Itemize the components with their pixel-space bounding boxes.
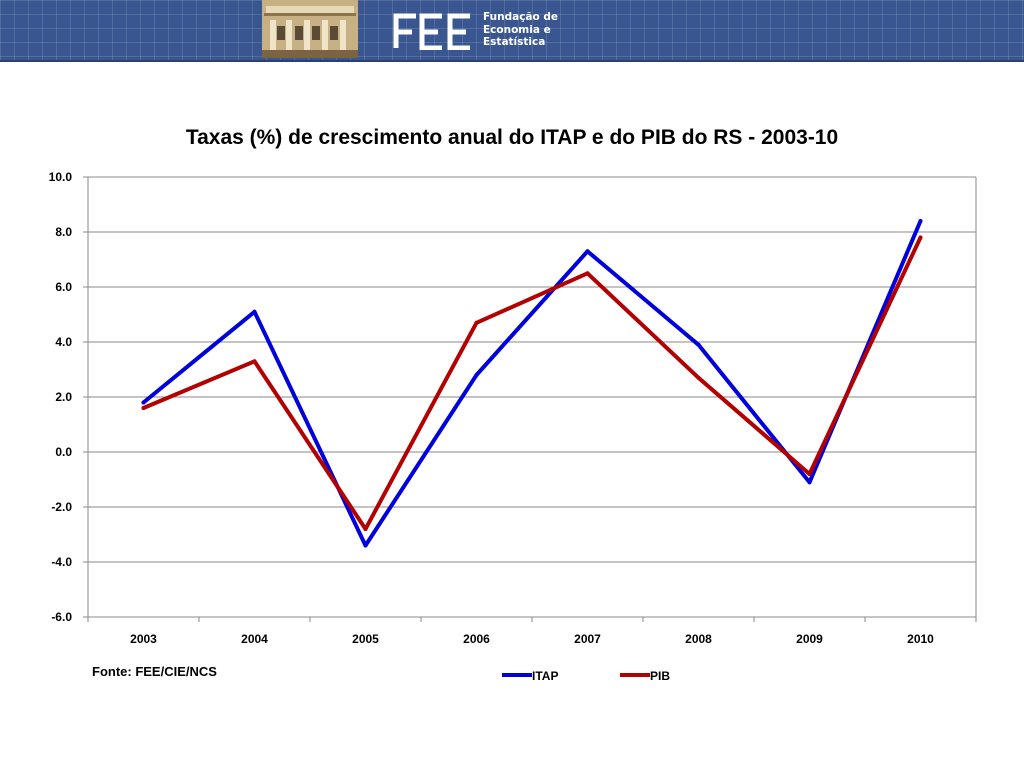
data-point-pib xyxy=(141,406,146,410)
series-line-pib xyxy=(141,235,923,531)
y-tick-label: 8.0 xyxy=(55,225,72,239)
y-tick-label: 0.0 xyxy=(55,445,72,459)
data-point-itap xyxy=(252,309,257,314)
y-tick-label: -2.0 xyxy=(51,500,72,514)
legend-label-pib: PIB xyxy=(650,669,670,683)
x-tick-label: 2006 xyxy=(463,632,490,646)
chart-title: Taxas (%) de crescimento anual do ITAP e… xyxy=(185,126,839,149)
data-point-itap xyxy=(918,219,923,223)
data-point-itap xyxy=(696,342,701,347)
legend-label-itap: ITAP xyxy=(532,669,558,683)
building-icon xyxy=(262,0,358,58)
data-point-pib xyxy=(918,235,923,240)
org-name-line3: Estatística xyxy=(483,36,546,48)
fee-logo: Fundação de Economia e Estatística xyxy=(392,10,578,52)
building-photo xyxy=(262,0,358,58)
data-point-itap xyxy=(141,400,146,405)
fee-logo-mark-icon xyxy=(393,13,470,50)
data-point-itap xyxy=(363,543,368,548)
data-point-itap xyxy=(474,373,479,377)
x-tick-label: 2005 xyxy=(352,632,379,646)
org-name-line2: Economia e xyxy=(483,23,551,36)
x-tick-label: 2010 xyxy=(907,632,934,646)
org-name-line1: Fundação de xyxy=(483,11,559,23)
x-tick-label: 2007 xyxy=(574,632,601,646)
data-point-itap xyxy=(585,249,590,254)
y-tick-label: 10.0 xyxy=(49,170,73,184)
data-point-pib xyxy=(363,527,368,531)
x-tick-label: 2004 xyxy=(241,632,268,646)
data-point-pib xyxy=(585,271,590,276)
y-tick-label: -4.0 xyxy=(51,555,72,569)
y-tick-label: 6.0 xyxy=(55,280,72,294)
org-name: Fundação de Economia e Estatística xyxy=(483,11,558,49)
header-banner: Fundação de Economia e Estatística xyxy=(0,0,1024,62)
x-tick-label: 2009 xyxy=(796,632,823,646)
data-point-itap xyxy=(807,480,812,485)
data-point-pib xyxy=(807,472,812,476)
y-tick-label: 2.0 xyxy=(55,390,72,404)
data-point-pib xyxy=(474,320,479,325)
data-point-pib xyxy=(696,375,701,380)
series-line-itap xyxy=(141,219,923,548)
y-tick-label: 4.0 xyxy=(55,335,72,349)
x-tick-label: 2003 xyxy=(130,632,157,646)
x-tick-label: 2008 xyxy=(685,632,712,646)
y-tick-label: -6.0 xyxy=(51,610,72,624)
data-point-pib xyxy=(252,359,257,364)
source-note: Fonte: FEE/CIE/NCS xyxy=(92,664,217,679)
